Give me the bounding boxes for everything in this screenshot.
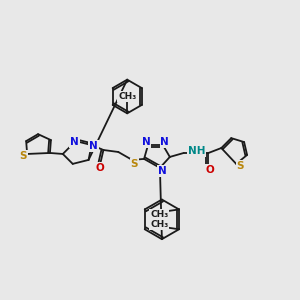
Text: O: O (95, 163, 104, 173)
Text: CH₃: CH₃ (150, 210, 168, 219)
Text: N: N (158, 166, 166, 176)
Text: O: O (205, 165, 214, 175)
Text: CH₃: CH₃ (118, 92, 136, 101)
Text: NH: NH (188, 146, 205, 156)
Text: N: N (160, 137, 169, 147)
Text: CH₃: CH₃ (150, 220, 168, 229)
Text: S: S (20, 151, 27, 161)
Text: N: N (89, 141, 98, 151)
Text: N: N (142, 137, 150, 147)
Text: S: S (130, 159, 138, 169)
Text: S: S (236, 161, 244, 171)
Text: N: N (70, 137, 79, 147)
